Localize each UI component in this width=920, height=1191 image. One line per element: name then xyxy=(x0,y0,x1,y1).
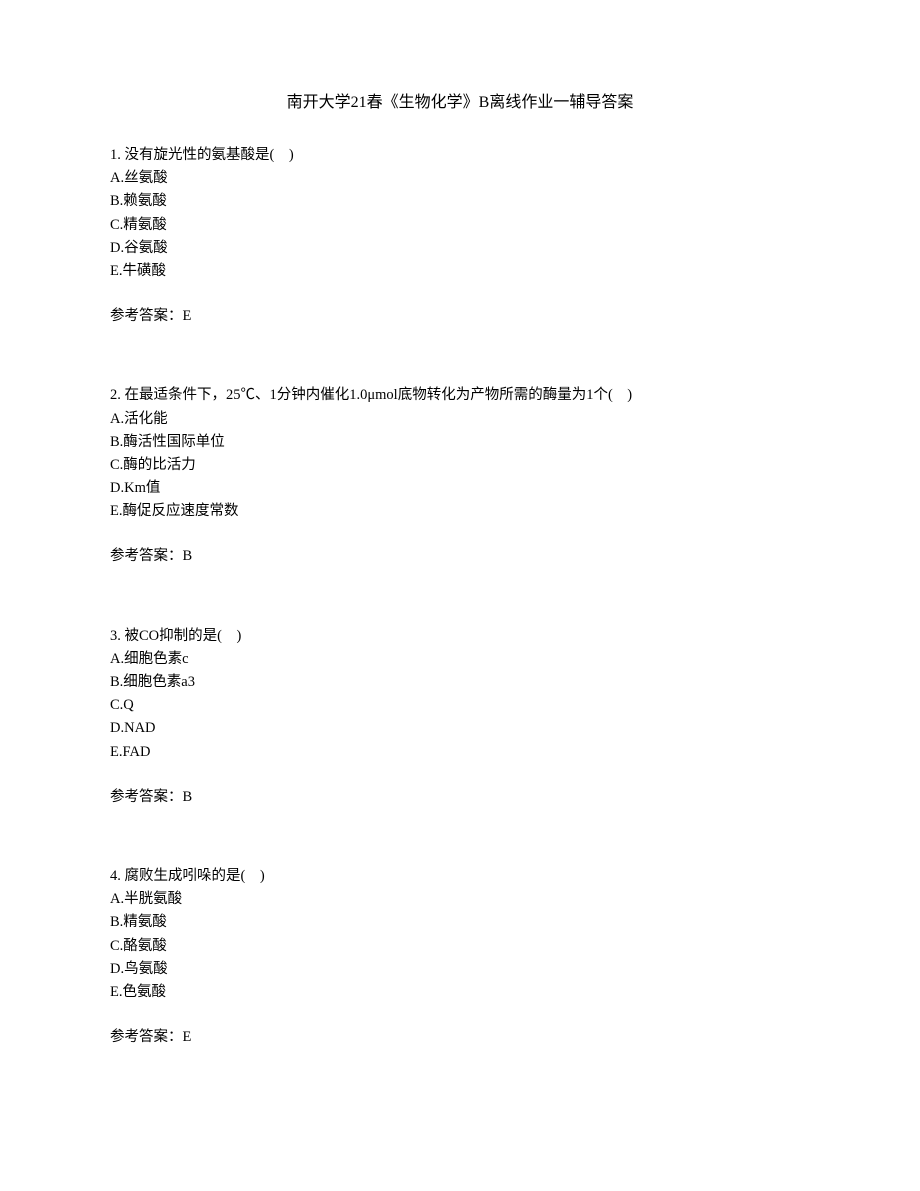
question-block-4: 4. 腐败生成吲哚的是( ) A.半胱氨酸 B.精氨酸 C.酪氨酸 D.鸟氨酸 … xyxy=(110,865,810,1049)
answer-value: B xyxy=(183,789,193,805)
option-b: B.赖氨酸 xyxy=(110,190,810,213)
option-c: C.Q xyxy=(110,694,810,717)
answer-line: 参考答案：E xyxy=(110,305,810,328)
option-a: A.细胞色素c xyxy=(110,648,810,671)
question-block-1: 1. 没有旋光性的氨基酸是( ) A.丝氨酸 B.赖氨酸 C.精氨酸 D.谷氨酸… xyxy=(110,144,810,328)
answer-label: 参考答案： xyxy=(110,1029,183,1045)
question-text: 2. 在最适条件下，25℃、1分钟内催化1.0μmol底物转化为产物所需的酶量为… xyxy=(110,384,810,407)
question-stem: 被CO抑制的是( ) xyxy=(125,628,242,644)
option-a: A.活化能 xyxy=(110,408,810,431)
option-c: C.酪氨酸 xyxy=(110,935,810,958)
option-b: B.精氨酸 xyxy=(110,911,810,934)
option-e: E.酶促反应速度常数 xyxy=(110,500,810,523)
question-text: 4. 腐败生成吲哚的是( ) xyxy=(110,865,810,888)
answer-label: 参考答案： xyxy=(110,548,183,564)
option-c: C.酶的比活力 xyxy=(110,454,810,477)
question-text: 3. 被CO抑制的是( ) xyxy=(110,625,810,648)
question-number: 3. xyxy=(110,628,121,644)
option-d: D.谷氨酸 xyxy=(110,237,810,260)
option-e: E.牛磺酸 xyxy=(110,260,810,283)
option-a: A.丝氨酸 xyxy=(110,167,810,190)
answer-value: E xyxy=(183,1029,192,1045)
option-b: B.酶活性国际单位 xyxy=(110,431,810,454)
page-title: 南开大学21春《生物化学》B离线作业一辅导答案 xyxy=(110,88,810,112)
option-d: D.NAD xyxy=(110,717,810,740)
option-d: D.Km值 xyxy=(110,477,810,500)
option-b: B.细胞色素a3 xyxy=(110,671,810,694)
question-stem: 没有旋光性的氨基酸是( ) xyxy=(125,147,294,163)
answer-value: B xyxy=(183,548,193,564)
answer-label: 参考答案： xyxy=(110,308,183,324)
answer-line: 参考答案：B xyxy=(110,786,810,809)
question-stem: 腐败生成吲哚的是( ) xyxy=(125,868,265,884)
question-number: 1. xyxy=(110,147,121,163)
question-block-3: 3. 被CO抑制的是( ) A.细胞色素c B.细胞色素a3 C.Q D.NAD… xyxy=(110,625,810,809)
question-number: 4. xyxy=(110,868,121,884)
answer-line: 参考答案：E xyxy=(110,1026,810,1049)
question-number: 2. xyxy=(110,387,121,403)
option-c: C.精氨酸 xyxy=(110,214,810,237)
option-a: A.半胱氨酸 xyxy=(110,888,810,911)
answer-value: E xyxy=(183,308,192,324)
question-stem: 在最适条件下，25℃、1分钟内催化1.0μmol底物转化为产物所需的酶量为1个(… xyxy=(125,387,633,403)
answer-line: 参考答案：B xyxy=(110,545,810,568)
answer-label: 参考答案： xyxy=(110,789,183,805)
question-text: 1. 没有旋光性的氨基酸是( ) xyxy=(110,144,810,167)
question-block-2: 2. 在最适条件下，25℃、1分钟内催化1.0μmol底物转化为产物所需的酶量为… xyxy=(110,384,810,568)
option-d: D.鸟氨酸 xyxy=(110,958,810,981)
option-e: E.色氨酸 xyxy=(110,981,810,1004)
option-e: E.FAD xyxy=(110,741,810,764)
